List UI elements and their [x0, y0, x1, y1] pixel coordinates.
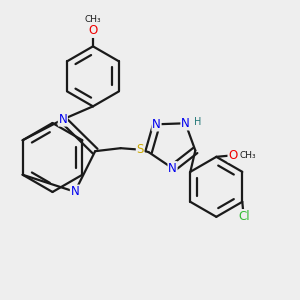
Text: S: S [136, 143, 144, 156]
Text: N: N [70, 185, 79, 198]
Text: CH₃: CH₃ [239, 151, 256, 160]
Text: O: O [88, 24, 98, 37]
Text: CH₃: CH₃ [85, 16, 101, 25]
Text: N: N [168, 162, 177, 175]
Text: N: N [58, 113, 67, 126]
Text: Cl: Cl [238, 210, 250, 223]
Text: N: N [152, 118, 161, 131]
Text: O: O [228, 149, 237, 162]
Text: H: H [194, 117, 202, 127]
Text: N: N [181, 117, 190, 130]
